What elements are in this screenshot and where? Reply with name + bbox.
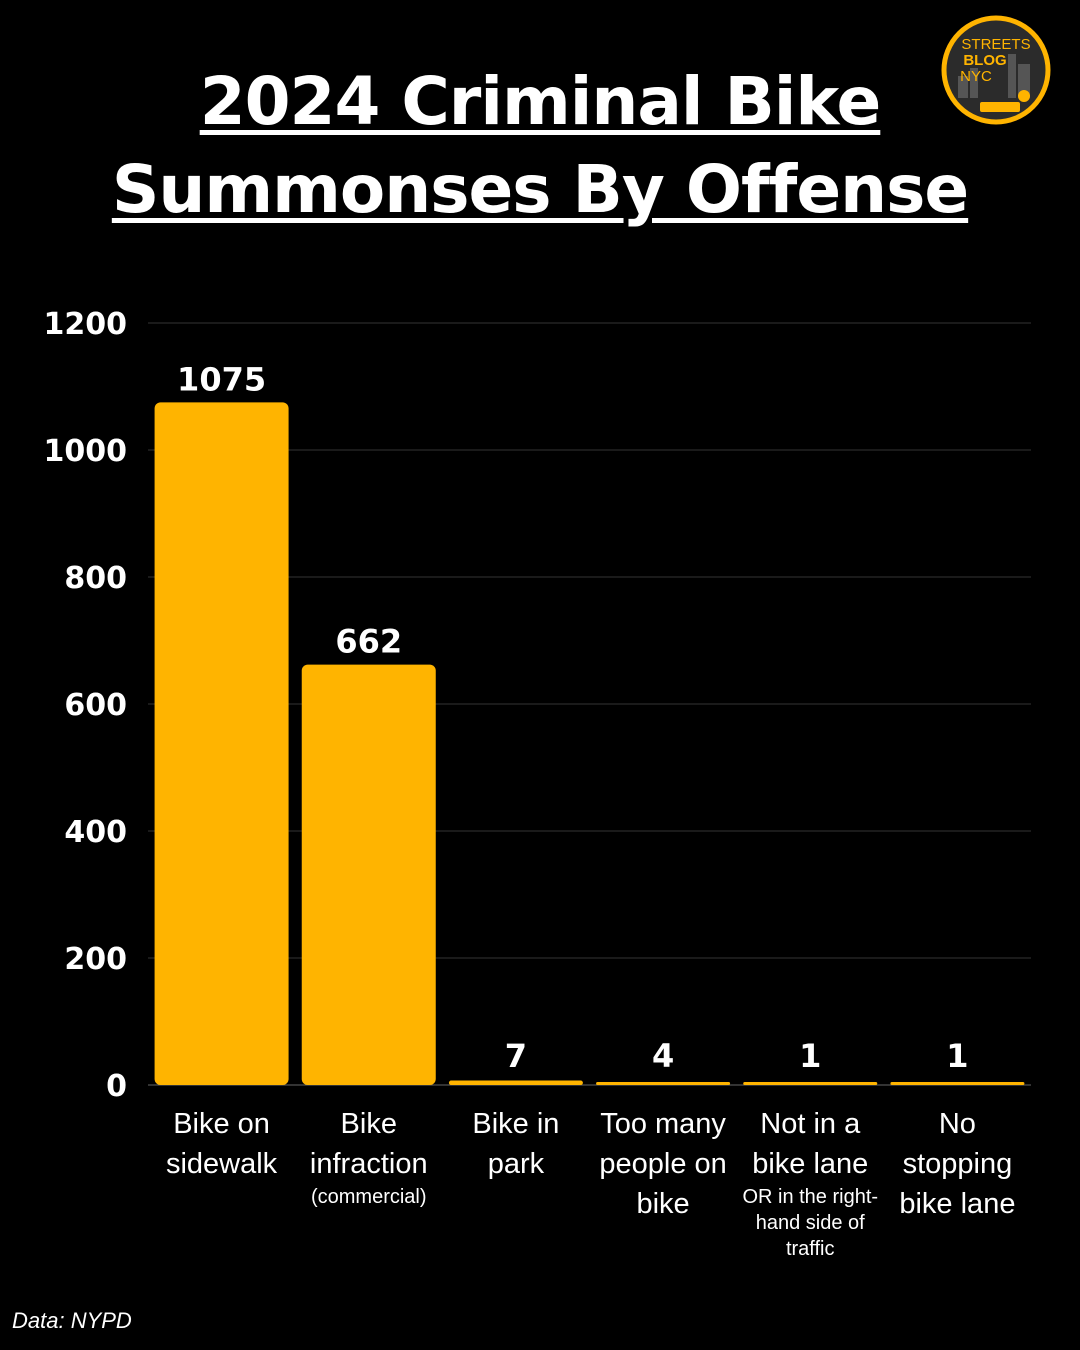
y-tick-label: 1200 [44, 307, 128, 342]
category-sublabel: (commercial) [310, 1186, 427, 1208]
gridlines [148, 322, 1031, 1086]
bar-4 [743, 1082, 878, 1085]
category-label-4: Not in a bike lane OR in the right-hand s… [735, 1104, 885, 1262]
y-tick-label: 400 [64, 815, 127, 850]
y-tick-label: 0 [106, 1069, 127, 1100]
bar-chart: 0 200 400 600 800 1000 1200 1075 662 7 4 1 1 [44, 307, 1031, 1100]
bus-icon [980, 90, 1030, 112]
category-name: Too many people on bike [599, 1108, 727, 1220]
logo-text-1: STREETS [961, 36, 1030, 53]
y-tick-label: 600 [64, 688, 127, 723]
logo-text-3: NYC [960, 68, 992, 85]
title-line-2: Summonses By Offense [111, 151, 969, 228]
category-label-2: Bike in park [441, 1104, 591, 1184]
chart-title: 2024 Criminal Bike Summonses By Offense [0, 58, 1080, 234]
y-tick-label: 1000 [44, 434, 128, 469]
value-labels: 1075 662 7 4 1 1 [177, 360, 968, 1075]
streetsblog-logo: STREETS BLOG NYC [941, 15, 1051, 125]
value-label-5: 1 [946, 1037, 968, 1075]
bar-3 [596, 1082, 731, 1085]
bar-1 [301, 664, 436, 1085]
bars [154, 402, 1025, 1085]
value-label-1: 662 [335, 623, 402, 661]
category-sublabel: OR in the right-hand side of traffic [742, 1186, 879, 1260]
category-label-5: No stopping bike lane [882, 1104, 1032, 1224]
logo-text-2: BLOG [963, 52, 1006, 69]
y-axis-ticks: 0 200 400 600 800 1000 1200 [44, 307, 128, 1100]
value-label-4: 1 [799, 1037, 821, 1075]
category-label-0: Bike on sidewalk [147, 1104, 297, 1184]
category-name: Bike infraction [309, 1108, 428, 1180]
category-name: Bike on sidewalk [165, 1108, 278, 1180]
y-tick-label: 200 [64, 942, 127, 977]
value-label-3: 4 [652, 1037, 674, 1075]
category-label-3: Too many people on bike [588, 1104, 738, 1224]
category-name: Bike in park [472, 1108, 560, 1180]
source-note: Data: NYPD [12, 1308, 132, 1333]
category-label-1: Bike infraction (commercial) [294, 1104, 444, 1210]
value-label-2: 7 [505, 1037, 527, 1075]
y-tick-label: 800 [64, 561, 127, 596]
skyline-icon [958, 54, 1030, 98]
category-name: No stopping bike lane [899, 1108, 1016, 1220]
bar-5 [890, 1082, 1025, 1085]
value-label-0: 1075 [177, 360, 266, 398]
title-line-1: 2024 Criminal Bike [199, 63, 882, 140]
bar-2 [448, 1080, 583, 1085]
category-name: Not in a bike lane [752, 1108, 869, 1180]
bar-0 [154, 402, 289, 1085]
